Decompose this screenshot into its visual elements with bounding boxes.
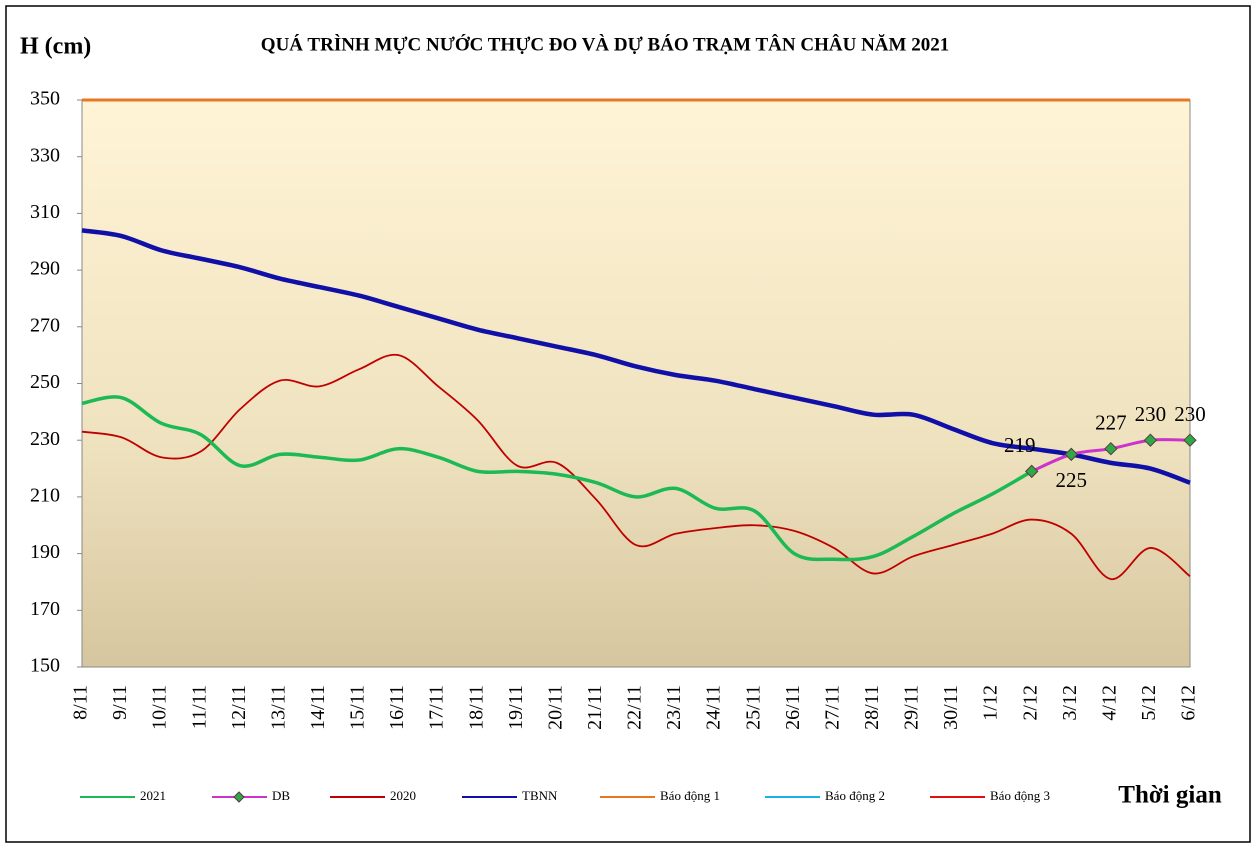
y-tick-label: 350 <box>30 88 60 110</box>
marker <box>1183 433 1197 447</box>
legend-marker <box>233 791 245 803</box>
y-tick-label: 210 <box>30 484 60 506</box>
x-axis-label: Thời gian <box>1118 782 1222 809</box>
x-tick-label: 30/11 <box>940 685 962 730</box>
x-tick-label: 20/11 <box>544 685 566 730</box>
data-label: 219 <box>1004 433 1036 457</box>
legend-label: Báo động 2 <box>825 788 885 803</box>
x-tick-label: 13/11 <box>267 685 289 730</box>
legend-label: Báo động 1 <box>660 788 720 803</box>
plot-area <box>81 99 1191 668</box>
x-tick-label: 6/12 <box>1178 685 1200 721</box>
x-tick-label: 25/11 <box>742 685 764 730</box>
x-tick-label: 10/11 <box>149 685 171 730</box>
x-tick-label: 8/11 <box>70 685 92 720</box>
marker <box>1064 447 1078 462</box>
x-tick-label: 24/11 <box>703 685 725 730</box>
y-tick-label: 230 <box>30 428 60 450</box>
x-tick-label: 2/12 <box>1019 685 1041 721</box>
x-tick-label: 29/11 <box>901 685 923 730</box>
data-label: 230 <box>1174 402 1206 426</box>
legend-label: DB <box>272 788 290 803</box>
x-tick-label: 5/12 <box>1138 685 1160 721</box>
legend-label: TBNN <box>522 788 558 803</box>
x-tick-label: 18/11 <box>465 685 487 730</box>
y-tick-label: 310 <box>30 201 60 223</box>
x-tick-label: 3/12 <box>1059 685 1081 721</box>
data-label: 230 <box>1135 402 1167 426</box>
x-tick-label: 12/11 <box>228 685 250 730</box>
y-tick-label: 250 <box>30 371 60 393</box>
x-tick-label: 21/11 <box>584 685 606 730</box>
x-tick-label: 9/11 <box>109 685 131 720</box>
legend-label: Báo động 3 <box>990 788 1050 803</box>
x-tick-label: 11/11 <box>188 685 210 729</box>
y-tick-label: 330 <box>30 144 60 166</box>
y-tick-label: 270 <box>30 314 60 336</box>
series-line <box>81 353 1191 581</box>
legend-label: 2020 <box>390 788 416 803</box>
data-label: 227 <box>1095 411 1127 435</box>
y-tick-label: 150 <box>30 655 60 677</box>
x-tick-label: 4/12 <box>1098 685 1120 721</box>
x-tick-label: 1/12 <box>980 685 1002 721</box>
x-tick-label: 19/11 <box>505 685 527 730</box>
data-label: 225 <box>1056 468 1088 492</box>
x-tick-label: 22/11 <box>624 685 646 730</box>
x-tick-label: 23/11 <box>663 685 685 730</box>
y-axis-label: H (cm) <box>20 34 91 60</box>
x-tick-label: 15/11 <box>347 685 369 730</box>
legend-label: 2021 <box>140 788 166 803</box>
x-tick-label: 14/11 <box>307 685 329 730</box>
chart-title: QUÁ TRÌNH MỰC NƯỚC THỰC ĐO VÀ DỰ BÁO TRẠ… <box>261 33 949 55</box>
x-tick-label: 28/11 <box>861 685 883 730</box>
marker <box>1143 433 1158 447</box>
y-tick-label: 190 <box>30 541 60 563</box>
x-tick-label: 27/11 <box>821 685 843 730</box>
series-line <box>81 395 1033 562</box>
x-tick-label: 26/11 <box>782 685 804 730</box>
y-tick-label: 170 <box>30 598 60 620</box>
x-tick-label: 17/11 <box>426 685 448 730</box>
marker <box>1025 464 1039 479</box>
x-tick-label: 16/11 <box>386 685 408 730</box>
series-line <box>81 228 1191 485</box>
marker <box>1104 441 1118 456</box>
y-tick-label: 290 <box>30 258 60 280</box>
